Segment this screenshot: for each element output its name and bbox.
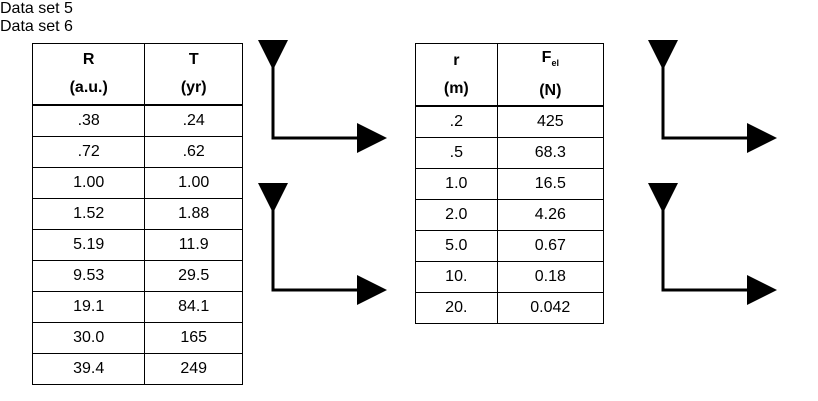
data-row: 2.0 4.26 (415, 199, 605, 232)
header-cell: T (yr) (144, 43, 243, 106)
data-cell: .24 (144, 104, 243, 137)
header-cell: Fel (N) (496, 43, 605, 108)
data-cell: 425 (496, 105, 605, 139)
data-cell: .38 (31, 104, 146, 137)
header-row: r (m) Fel (N) (415, 43, 605, 108)
data-cell: 9.53 (31, 260, 146, 292)
header-cell: R (a.u.) (31, 43, 146, 106)
header-symbol: R (82, 51, 95, 68)
data-row: 9.53 29.5 (31, 260, 243, 292)
data-cell: 68.3 (496, 137, 605, 170)
data-row: 30.0 165 (31, 322, 243, 354)
data-table: R (a.u.) T (yr) .38.24.72.62 1.00 1.00 1.52 1.88… (31, 43, 243, 385)
data-row: 1.0 16.5 (415, 168, 605, 201)
data-row: 5.19 11.9 (31, 229, 243, 261)
header-row: R (a.u.) T (yr) (31, 43, 243, 106)
data-row: 10. 0.18 (415, 261, 605, 294)
data-cell: 249 (144, 353, 243, 385)
data-row: 20. 0.042 (415, 292, 605, 325)
data-cell: .62 (144, 136, 243, 168)
header-unit: (a.u.) (69, 79, 108, 96)
header-unit: (N) (539, 82, 562, 100)
data-row: 1.52 1.88 (31, 198, 243, 230)
data-cell: 1.88 (144, 198, 243, 230)
data-cell: 16.5 (496, 168, 605, 201)
data-cell: 165 (144, 322, 243, 354)
axis-arrows (258, 40, 777, 305)
header-subscript: el (551, 58, 559, 69)
data-row: 19.1 84.1 (31, 291, 243, 323)
data-cell: 0.042 (496, 292, 605, 325)
header-unit: (yr) (180, 79, 207, 96)
data-cell: 0.18 (496, 261, 605, 294)
header-symbol: r (453, 51, 460, 69)
data-row: .72.62 (31, 136, 243, 168)
data-cell: 4.26 (496, 199, 605, 232)
header-unit: (m) (443, 79, 469, 97)
data-cell: 20. (415, 292, 498, 325)
data-cell: .5 (415, 137, 498, 170)
data-cell: 11.9 (144, 229, 243, 261)
data-cell: 29.5 (144, 260, 243, 292)
data-cell: 39.4 (31, 353, 146, 385)
data-cell: .72 (31, 136, 146, 168)
table-title: Data set 6 (0, 18, 73, 35)
data-row: 1.00 1.00 (31, 167, 243, 199)
data-cell: 1.00 (144, 167, 243, 199)
data-table: r (m) Fel (N) .2 425.5 68.3 1.0 16.5 2.0 4.26 5.0 0.… (415, 43, 605, 325)
data-row: .5 68.3 (415, 137, 605, 170)
data-cell: 0.67 (496, 230, 605, 263)
data-cell: 1.52 (31, 198, 146, 230)
data-cell: 2.0 (415, 199, 498, 232)
header-cell: r (m) (415, 43, 498, 108)
tables: Data set 5 R (a.u.) T (yr) .38.24.72.62 1.00 1.… (0, 0, 818, 385)
header-symbol: T (188, 51, 199, 68)
table-title: Data set 5 (0, 0, 73, 17)
data-cell: 19.1 (31, 291, 146, 323)
header-symbol: F (541, 49, 552, 66)
data-row: .38.24 (31, 104, 243, 137)
data-row: 39.4 249 (31, 353, 243, 385)
data-cell: 84.1 (144, 291, 243, 323)
